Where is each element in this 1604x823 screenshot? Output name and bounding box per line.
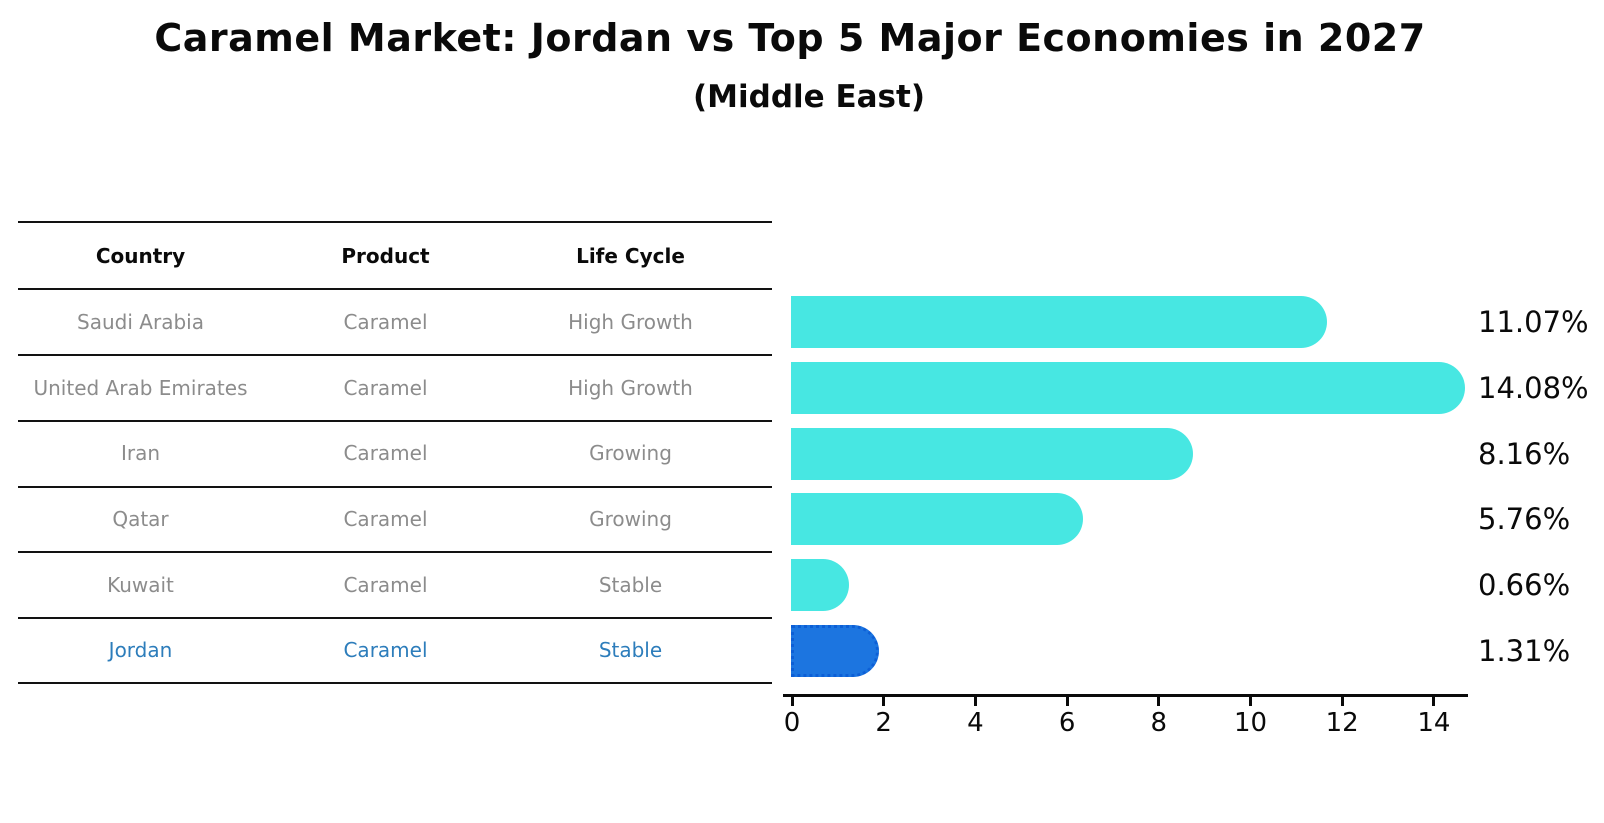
table-header-divider: [18, 288, 772, 290]
x-tick-mark: [1432, 697, 1436, 706]
table-border-top: [18, 221, 772, 223]
x-tick-mark: [1065, 697, 1069, 706]
table-row-divider: [18, 486, 772, 488]
table-border-bottom: [18, 682, 772, 684]
x-axis-line: [783, 694, 1468, 697]
x-tick-mark: [790, 697, 794, 706]
table-cell-product: Caramel: [343, 309, 428, 334]
column-header-product: Product: [341, 243, 430, 268]
chart-title: Caramel Market: Jordan vs Top 5 Major Ec…: [154, 16, 1426, 60]
table-cell-country: United Arab Emirates: [33, 375, 248, 400]
bar-jordan: [791, 625, 880, 677]
value-label: 5.76%: [1478, 502, 1571, 536]
table-cell-life-cycle: Growing: [589, 441, 672, 466]
x-tick-label: 2: [875, 708, 892, 738]
table-row-divider: [18, 617, 772, 619]
x-tick-label: 0: [783, 708, 801, 738]
table-cell-life-cycle: High Growth: [568, 309, 693, 334]
value-label: 8.16%: [1478, 437, 1571, 471]
bar-saudi-arabia: [791, 296, 1327, 348]
table-cell-product: Caramel: [343, 375, 428, 400]
chart-subtitle: (Middle East): [692, 79, 925, 115]
x-tick-label: 8: [1150, 708, 1168, 738]
table-cell-life-cycle: Stable: [598, 572, 663, 597]
table-cell-product-jordan: Caramel: [343, 638, 428, 663]
value-label: 11.07%: [1478, 305, 1589, 339]
x-tick-mark: [973, 697, 977, 706]
table-cell-country: Iran: [120, 441, 161, 466]
bar-united-arab-emirates: [791, 362, 1465, 414]
value-label: 1.31%: [1478, 634, 1571, 668]
bar-qatar: [791, 493, 1084, 545]
value-label: 14.08%: [1478, 371, 1589, 405]
country-table: Country Product Life Cycle Saudi Arabia …: [18, 222, 772, 683]
table-cell-country-jordan: Jordan: [108, 638, 173, 663]
x-tick-mark: [1249, 697, 1252, 706]
table-row-divider: [18, 354, 772, 356]
bar-kuwait: [791, 559, 850, 611]
table-cell-life-cycle-jordan: Stable: [598, 638, 663, 663]
x-tick-label: 10: [1233, 708, 1268, 738]
table-cell-life-cycle: High Growth: [568, 375, 693, 400]
table-cell-country: Qatar: [112, 506, 169, 531]
table-cell-product: Caramel: [343, 441, 428, 466]
value-label: 0.66%: [1478, 568, 1571, 602]
x-tick-mark: [882, 697, 886, 706]
column-header-country: Country: [95, 243, 186, 268]
table-cell-life-cycle: Growing: [589, 506, 672, 531]
x-tick-mark: [1157, 697, 1161, 706]
x-tick-label: 4: [967, 708, 984, 738]
table-row-divider: [18, 420, 772, 422]
table-cell-product: Caramel: [343, 506, 428, 531]
table-cell-country: Saudi Arabia: [77, 309, 204, 334]
x-tick-label: 12: [1325, 708, 1359, 738]
x-tick-mark: [1340, 697, 1344, 706]
table-cell-product: Caramel: [343, 572, 428, 597]
x-tick-label: 6: [1058, 708, 1076, 738]
column-header-life-cycle: Life Cycle: [576, 243, 685, 268]
bar-iran: [791, 428, 1194, 480]
table-row-divider: [18, 551, 772, 553]
x-tick-label: 14: [1417, 708, 1451, 738]
table-cell-country: Kuwait: [107, 572, 174, 597]
